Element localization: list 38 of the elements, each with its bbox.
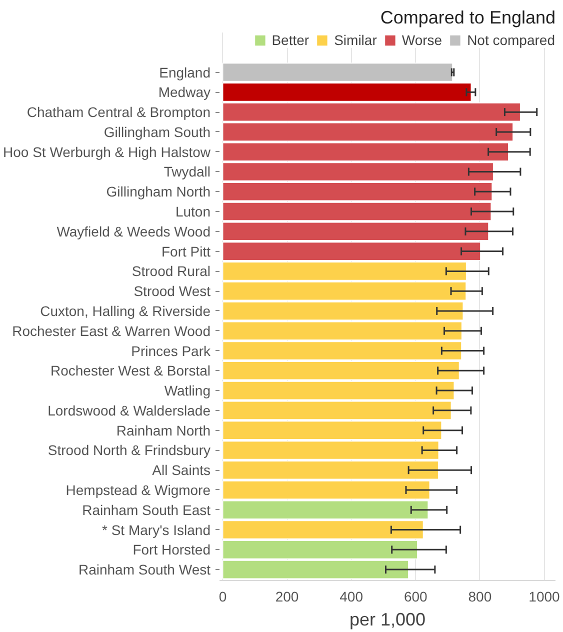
- y-tick-label: Wayfield & Weeds Wood: [56, 223, 211, 240]
- y-tick-label: * St Mary's Island: [102, 522, 211, 538]
- y-tick-label: Gillingham North: [106, 184, 211, 200]
- y-tick-label: Gillingham South: [104, 124, 211, 140]
- y-tick-label: Strood Rural: [132, 263, 210, 280]
- x-tick-label: 0: [218, 588, 227, 604]
- y-tick-label: England: [159, 64, 211, 80]
- y-tick-label: Rainham South West: [78, 562, 211, 578]
- y-tick-label: Luton: [175, 204, 211, 220]
- y-tick-label: Hempstead & Wigmore: [66, 482, 211, 498]
- x-tick-label: 600: [404, 588, 428, 604]
- y-tick-label: All Saints: [152, 462, 210, 478]
- y-tick-label: Rainham North: [116, 422, 211, 438]
- y-tick-label: Medway: [158, 84, 211, 100]
- y-tick-label: Twydall: [164, 164, 211, 180]
- legend-label: Worse: [402, 32, 442, 48]
- y-tick-label: Cuxton, Halling & Riverside: [40, 302, 211, 319]
- y-tick-label: Rainham South East: [82, 502, 211, 518]
- y-tick-label: Princes Park: [131, 342, 212, 359]
- legend-title: Compared to England: [380, 8, 556, 28]
- y-tick-label: Chatham Central & Brompton: [26, 104, 210, 120]
- y-tick-label: Watling: [164, 382, 211, 399]
- y-tick-label: Hoo St Werburgh & High Halstow: [3, 144, 212, 160]
- legend-label: Similar: [334, 32, 377, 48]
- legend-label: Better: [272, 32, 310, 48]
- y-tick-label: Rochester West & Borstal: [50, 362, 211, 379]
- x-tick-label: 200: [275, 588, 299, 604]
- y-tick-label: Fort Pitt: [161, 243, 211, 260]
- y-tick-label: Strood North & Frindsbury: [48, 442, 211, 458]
- y-tick-label: Fort Horsted: [132, 542, 211, 558]
- y-tick-label: Strood West: [134, 283, 211, 300]
- x-tick-label: 400: [340, 588, 364, 604]
- x-tick-label: 800: [468, 588, 492, 604]
- x-tick-label: 1000: [528, 588, 560, 604]
- y-tick-label: Lordswood & Walderslade: [48, 402, 211, 418]
- x-axis-title: per 1,000: [349, 610, 426, 630]
- y-tick-label: Rochester East & Warren Wood: [12, 322, 211, 339]
- legend-label: Not compared: [467, 32, 555, 48]
